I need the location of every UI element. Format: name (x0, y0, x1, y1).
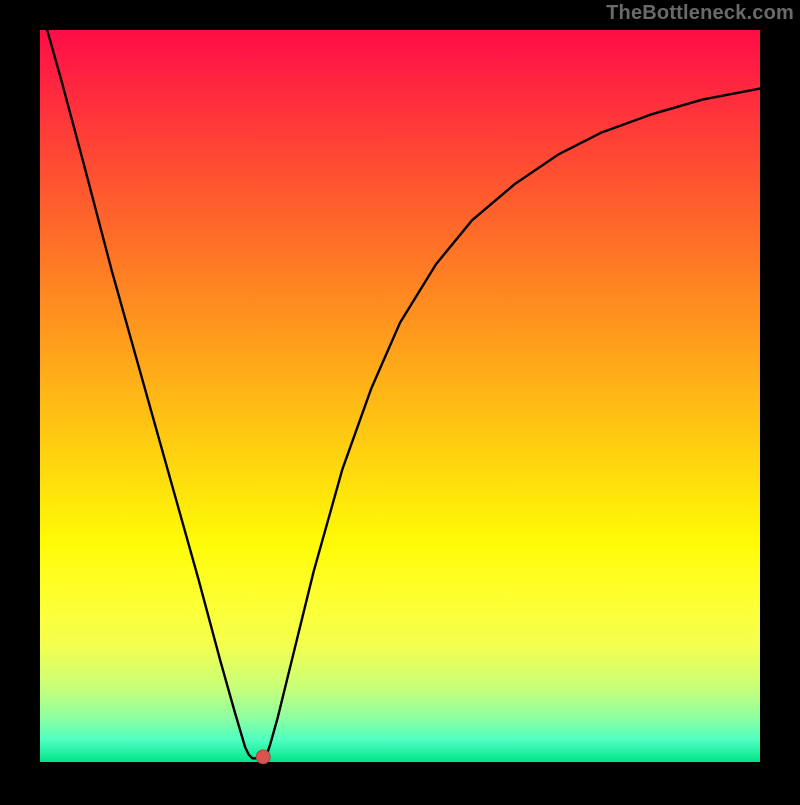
chart-canvas (0, 0, 800, 800)
optimal-point-marker (256, 750, 270, 764)
bottleneck-chart: TheBottleneck.com (0, 0, 800, 800)
watermark-text: TheBottleneck.com (606, 2, 794, 25)
